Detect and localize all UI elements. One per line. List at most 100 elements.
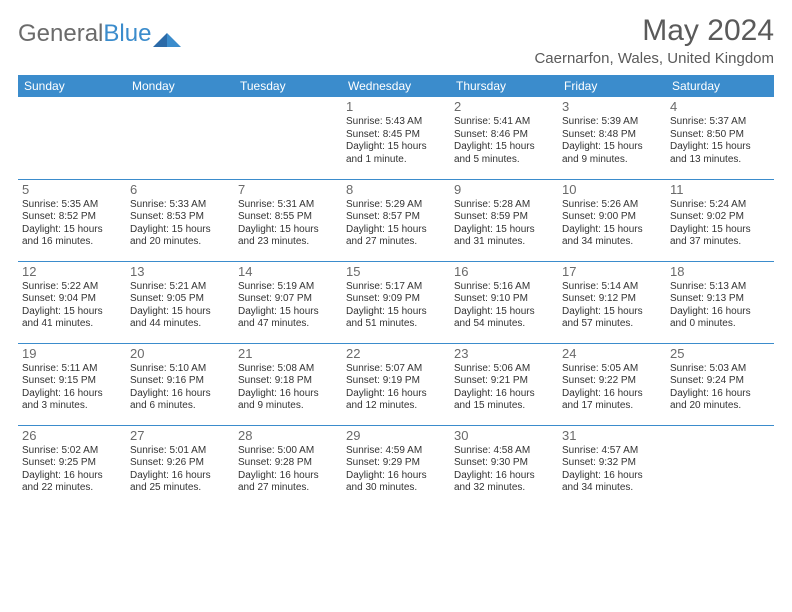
- sunset-text: Sunset: 9:10 PM: [454, 293, 554, 306]
- header-row: GeneralBlue May 2024 Caernarfon, Wales, …: [18, 14, 774, 67]
- sunrise-text: Sunrise: 5:06 AM: [454, 363, 554, 376]
- daylight-text: and 23 minutes.: [238, 236, 338, 249]
- day-cell: 30Sunrise: 4:58 AMSunset: 9:30 PMDayligh…: [450, 425, 558, 507]
- day-number: 26: [22, 428, 122, 444]
- sunset-text: Sunset: 8:50 PM: [670, 129, 770, 142]
- calendar-head: Sunday Monday Tuesday Wednesday Thursday…: [18, 75, 774, 97]
- day-cell: 19Sunrise: 5:11 AMSunset: 9:15 PMDayligh…: [18, 343, 126, 425]
- daylight-text: and 25 minutes.: [130, 482, 230, 495]
- day-cell: 31Sunrise: 4:57 AMSunset: 9:32 PMDayligh…: [558, 425, 666, 507]
- week-row: 19Sunrise: 5:11 AMSunset: 9:15 PMDayligh…: [18, 343, 774, 425]
- day-header: Tuesday: [234, 75, 342, 97]
- daylight-text: and 20 minutes.: [670, 400, 770, 413]
- daylight-text: and 31 minutes.: [454, 236, 554, 249]
- day-number: 8: [346, 182, 446, 198]
- day-number: 13: [130, 264, 230, 280]
- day-cell: 9Sunrise: 5:28 AMSunset: 8:59 PMDaylight…: [450, 179, 558, 261]
- sunset-text: Sunset: 9:24 PM: [670, 375, 770, 388]
- day-number: 5: [22, 182, 122, 198]
- day-cell: 24Sunrise: 5:05 AMSunset: 9:22 PMDayligh…: [558, 343, 666, 425]
- sunset-text: Sunset: 9:09 PM: [346, 293, 446, 306]
- sunset-text: Sunset: 9:15 PM: [22, 375, 122, 388]
- daylight-text: and 20 minutes.: [130, 236, 230, 249]
- logo-word1: General: [18, 20, 103, 48]
- daylight-text: Daylight: 16 hours: [22, 470, 122, 483]
- day-header: Monday: [126, 75, 234, 97]
- day-number: 6: [130, 182, 230, 198]
- day-cell: 8Sunrise: 5:29 AMSunset: 8:57 PMDaylight…: [342, 179, 450, 261]
- sunrise-text: Sunrise: 5:08 AM: [238, 363, 338, 376]
- daylight-text: and 13 minutes.: [670, 154, 770, 167]
- day-number: 15: [346, 264, 446, 280]
- daylight-text: Daylight: 15 hours: [238, 224, 338, 237]
- day-number: 21: [238, 346, 338, 362]
- daylight-text: Daylight: 16 hours: [130, 470, 230, 483]
- day-cell: 5Sunrise: 5:35 AMSunset: 8:52 PMDaylight…: [18, 179, 126, 261]
- sunrise-text: Sunrise: 5:37 AM: [670, 116, 770, 129]
- daylight-text: and 54 minutes.: [454, 318, 554, 331]
- sunrise-text: Sunrise: 5:02 AM: [22, 445, 122, 458]
- sunset-text: Sunset: 9:26 PM: [130, 457, 230, 470]
- sunset-text: Sunset: 8:55 PM: [238, 211, 338, 224]
- sunset-text: Sunset: 9:28 PM: [238, 457, 338, 470]
- day-number: 3: [562, 99, 662, 115]
- daylight-text: Daylight: 15 hours: [238, 306, 338, 319]
- day-number: 31: [562, 428, 662, 444]
- day-header: Thursday: [450, 75, 558, 97]
- daylight-text: Daylight: 15 hours: [346, 141, 446, 154]
- day-number: 14: [238, 264, 338, 280]
- daylight-text: Daylight: 15 hours: [454, 141, 554, 154]
- sunset-text: Sunset: 9:25 PM: [22, 457, 122, 470]
- daylight-text: and 27 minutes.: [238, 482, 338, 495]
- daylight-text: and 9 minutes.: [238, 400, 338, 413]
- title-block: May 2024 Caernarfon, Wales, United Kingd…: [534, 14, 774, 67]
- daylight-text: Daylight: 16 hours: [238, 470, 338, 483]
- day-number: 16: [454, 264, 554, 280]
- day-header: Friday: [558, 75, 666, 97]
- day-number: 19: [22, 346, 122, 362]
- daylight-text: Daylight: 16 hours: [238, 388, 338, 401]
- day-cell: 25Sunrise: 5:03 AMSunset: 9:24 PMDayligh…: [666, 343, 774, 425]
- daylight-text: Daylight: 15 hours: [22, 224, 122, 237]
- day-number: 29: [346, 428, 446, 444]
- day-cell: 17Sunrise: 5:14 AMSunset: 9:12 PMDayligh…: [558, 261, 666, 343]
- sunrise-text: Sunrise: 5:43 AM: [346, 116, 446, 129]
- sunrise-text: Sunrise: 5:26 AM: [562, 199, 662, 212]
- day-cell: 15Sunrise: 5:17 AMSunset: 9:09 PMDayligh…: [342, 261, 450, 343]
- sunset-text: Sunset: 8:57 PM: [346, 211, 446, 224]
- day-cell: 29Sunrise: 4:59 AMSunset: 9:29 PMDayligh…: [342, 425, 450, 507]
- day-number: 24: [562, 346, 662, 362]
- sunset-text: Sunset: 9:00 PM: [562, 211, 662, 224]
- sunset-text: Sunset: 9:02 PM: [670, 211, 770, 224]
- day-cell: 6Sunrise: 5:33 AMSunset: 8:53 PMDaylight…: [126, 179, 234, 261]
- day-cell: [18, 97, 126, 179]
- day-cell: 7Sunrise: 5:31 AMSunset: 8:55 PMDaylight…: [234, 179, 342, 261]
- day-number: 20: [130, 346, 230, 362]
- day-number: 10: [562, 182, 662, 198]
- sunset-text: Sunset: 9:16 PM: [130, 375, 230, 388]
- sunset-text: Sunset: 9:13 PM: [670, 293, 770, 306]
- day-header: Wednesday: [342, 75, 450, 97]
- day-number: 1: [346, 99, 446, 115]
- week-row: 1Sunrise: 5:43 AMSunset: 8:45 PMDaylight…: [18, 97, 774, 179]
- sunrise-text: Sunrise: 5:21 AM: [130, 281, 230, 294]
- day-number: 2: [454, 99, 554, 115]
- day-cell: [126, 97, 234, 179]
- daylight-text: and 0 minutes.: [670, 318, 770, 331]
- day-number: 28: [238, 428, 338, 444]
- day-cell: 13Sunrise: 5:21 AMSunset: 9:05 PMDayligh…: [126, 261, 234, 343]
- month-title: May 2024: [534, 14, 774, 48]
- daylight-text: Daylight: 15 hours: [454, 224, 554, 237]
- sunrise-text: Sunrise: 4:58 AM: [454, 445, 554, 458]
- day-cell: 23Sunrise: 5:06 AMSunset: 9:21 PMDayligh…: [450, 343, 558, 425]
- sunset-text: Sunset: 9:22 PM: [562, 375, 662, 388]
- sunrise-text: Sunrise: 5:19 AM: [238, 281, 338, 294]
- sunset-text: Sunset: 9:04 PM: [22, 293, 122, 306]
- sunset-text: Sunset: 9:05 PM: [130, 293, 230, 306]
- daylight-text: and 34 minutes.: [562, 482, 662, 495]
- daylight-text: Daylight: 16 hours: [22, 388, 122, 401]
- daylight-text: Daylight: 15 hours: [562, 141, 662, 154]
- sunset-text: Sunset: 8:48 PM: [562, 129, 662, 142]
- sunrise-text: Sunrise: 5:22 AM: [22, 281, 122, 294]
- day-cell: 21Sunrise: 5:08 AMSunset: 9:18 PMDayligh…: [234, 343, 342, 425]
